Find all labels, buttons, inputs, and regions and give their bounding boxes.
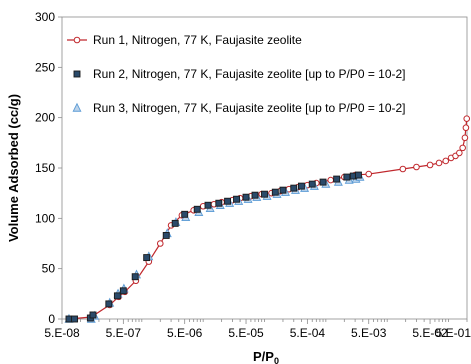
data-point bbox=[462, 124, 470, 132]
legend-symbol bbox=[72, 102, 82, 112]
data-point bbox=[459, 144, 466, 152]
data-point bbox=[365, 170, 373, 178]
data-point bbox=[399, 165, 407, 173]
plot-area bbox=[61, 16, 468, 320]
x-tick-label: 5.E-01 bbox=[436, 326, 471, 340]
legend-symbol bbox=[73, 70, 81, 78]
data-point bbox=[435, 159, 443, 167]
legend-symbol bbox=[73, 36, 81, 44]
data-point bbox=[215, 199, 223, 207]
x-axis-label-subscript: 0 bbox=[274, 356, 279, 364]
y-tick-label: 100 bbox=[35, 211, 55, 225]
data-point bbox=[333, 175, 341, 183]
data-point bbox=[456, 149, 463, 157]
series-layer bbox=[64, 115, 471, 323]
data-point bbox=[113, 292, 121, 300]
y-tick-label: 0 bbox=[48, 312, 55, 326]
data-point bbox=[251, 191, 259, 199]
data-point bbox=[224, 197, 232, 205]
data-point bbox=[290, 184, 298, 192]
x-axis-label: P/P0 bbox=[253, 349, 279, 364]
series-2 bbox=[65, 171, 362, 323]
y-tick-label: 50 bbox=[42, 262, 56, 276]
x-tick-label: 5.E-06 bbox=[167, 326, 203, 340]
data-point bbox=[426, 161, 434, 169]
legend: Run 1, Nitrogen, 77 K, Faujasite zeolite… bbox=[67, 33, 406, 115]
x-tick-label: 5.E-03 bbox=[351, 326, 387, 340]
x-tick-label: 5.E-04 bbox=[290, 326, 326, 340]
data-point bbox=[413, 163, 420, 171]
data-point bbox=[461, 134, 469, 142]
data-point bbox=[193, 205, 201, 213]
data-point bbox=[171, 219, 179, 227]
data-point bbox=[105, 300, 113, 308]
data-point bbox=[354, 171, 362, 179]
data-point bbox=[156, 240, 164, 247]
y-axis-ticks: 0 50 100 150 200 250 300 bbox=[35, 10, 62, 326]
y-axis-label: Volume Adsorbed (cc/g) bbox=[6, 94, 21, 242]
data-point bbox=[463, 115, 471, 122]
x-tick-label: 5.E-08 bbox=[44, 326, 80, 340]
data-point bbox=[308, 180, 316, 188]
data-point bbox=[162, 231, 170, 239]
data-point bbox=[343, 173, 351, 181]
data-point bbox=[89, 311, 97, 319]
x-tick-label: 5.E-07 bbox=[106, 326, 142, 340]
data-point bbox=[319, 178, 327, 186]
x-tick-label: 5.E-05 bbox=[228, 326, 264, 340]
legend-label: Run 1, Nitrogen, 77 K, Faujasite zeolite bbox=[93, 33, 302, 47]
data-point bbox=[233, 195, 240, 203]
legend-label: Run 3, Nitrogen, 77 K, Faujasite zeolite… bbox=[93, 101, 406, 115]
x-axis-ticks: 5.E-08 5.E-07 5.E-06 5.E-05 5.E-04 5.E-03 5.E-… bbox=[44, 319, 471, 340]
data-point bbox=[119, 287, 127, 295]
x-tick-label: 5.E-02 bbox=[412, 326, 448, 340]
data-point bbox=[442, 157, 450, 165]
y-tick-label: 250 bbox=[35, 60, 55, 74]
data-point bbox=[204, 201, 212, 209]
x-axis-label-main: P/P bbox=[253, 349, 274, 364]
y-tick-label: 150 bbox=[35, 161, 55, 175]
data-point bbox=[143, 254, 151, 262]
data-point bbox=[242, 193, 250, 201]
data-point bbox=[271, 188, 279, 196]
y-tick-label: 300 bbox=[35, 10, 55, 24]
data-point bbox=[297, 182, 305, 190]
data-point bbox=[71, 315, 78, 323]
legend-label: Run 2, Nitrogen, 77 K, Faujasite zeolite… bbox=[93, 67, 406, 81]
data-point bbox=[181, 210, 189, 218]
data-point bbox=[131, 273, 139, 281]
y-tick-label: 200 bbox=[35, 111, 55, 125]
data-point bbox=[261, 190, 268, 198]
data-point bbox=[327, 176, 335, 184]
data-point bbox=[279, 186, 287, 194]
